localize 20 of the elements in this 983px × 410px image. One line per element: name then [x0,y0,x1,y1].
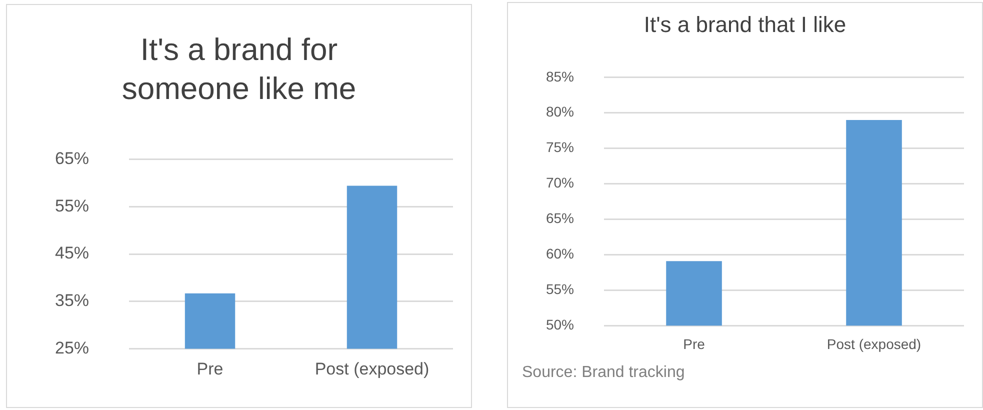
y-tick-label: 60% [546,245,574,262]
y-tick-label: 25% [54,338,90,357]
chart-title: It's a brand for someone like me [120,31,358,108]
source-note: Source: Brand tracking [521,364,686,382]
x-tick-label: Post (exposed) [314,359,430,378]
x-tick-label: Post (exposed) [826,335,922,352]
chart-title: It's a brand that I like [642,11,848,38]
y-tick-label: 80% [546,103,574,120]
y-tick-label: 50% [546,316,574,332]
y-tick-label: 75% [546,138,574,155]
x-tick-label: Pre [196,359,224,378]
y-tick-label: 45% [54,243,90,262]
y-tick-label: 65% [54,148,90,168]
y-tick-label: 55% [54,196,90,215]
y-tick-label: 70% [546,174,574,190]
y-tick-label: 85% [546,68,574,84]
y-tick-label: 35% [54,290,90,310]
x-tick-label: Pre [683,335,706,352]
y-tick-label: 55% [546,280,574,296]
y-tick-label: 65% [546,210,574,226]
